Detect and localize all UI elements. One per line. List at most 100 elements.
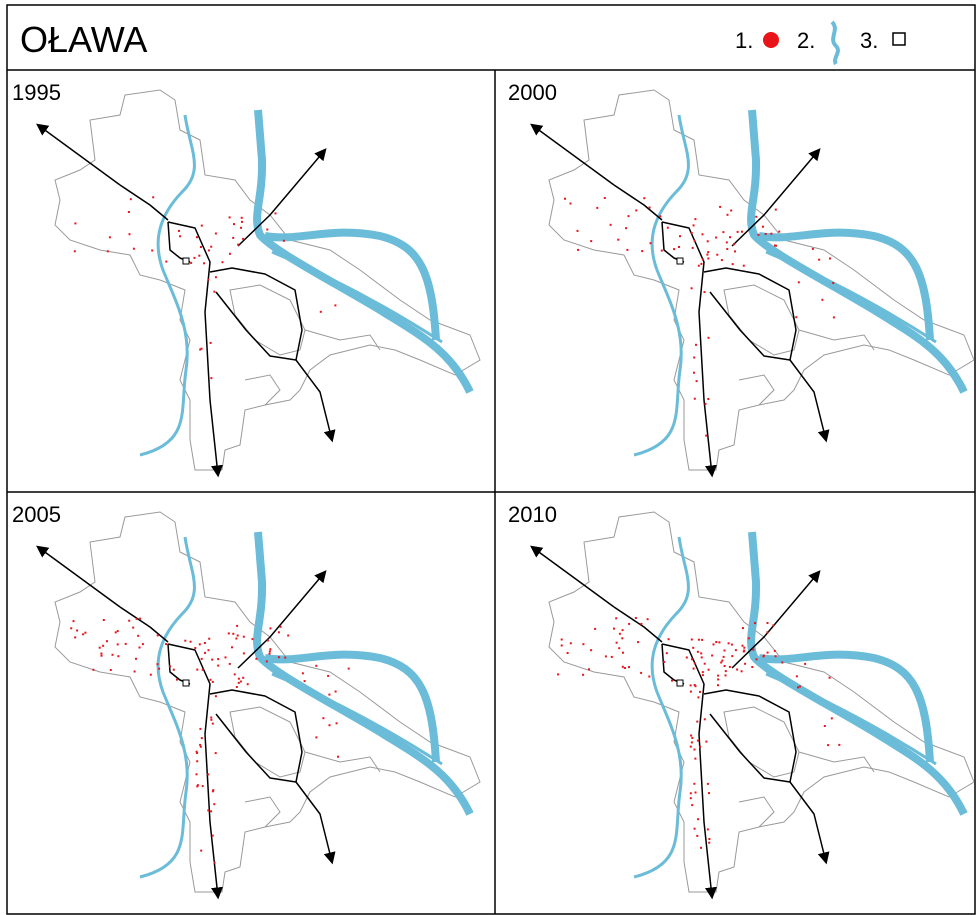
point [111, 653, 114, 656]
point [742, 627, 744, 630]
point [699, 745, 701, 748]
point [141, 643, 144, 646]
point [720, 259, 723, 262]
point [665, 652, 668, 655]
point [151, 249, 154, 252]
point [754, 622, 756, 625]
point [282, 239, 285, 242]
point [741, 230, 743, 233]
point [268, 652, 271, 655]
point [667, 638, 670, 641]
point [707, 336, 710, 339]
point [706, 240, 709, 243]
point [178, 229, 180, 232]
panel-year: 2010 [508, 502, 557, 527]
point [697, 264, 700, 267]
point [628, 622, 631, 625]
point [577, 248, 580, 251]
point [228, 216, 231, 219]
point [189, 640, 192, 643]
point [213, 290, 216, 293]
point [199, 727, 202, 730]
point [625, 227, 628, 230]
point [663, 660, 666, 663]
point [128, 233, 131, 236]
point [725, 241, 728, 244]
point [695, 343, 697, 346]
point [193, 256, 196, 259]
point [621, 629, 624, 632]
point [700, 846, 702, 849]
point [832, 282, 835, 284]
point [722, 655, 725, 658]
point [798, 685, 801, 688]
point [266, 639, 269, 642]
point [741, 644, 744, 647]
point [221, 261, 224, 264]
point [200, 347, 203, 350]
point [693, 662, 696, 665]
point [648, 675, 651, 678]
point [726, 248, 729, 250]
point [116, 630, 119, 633]
point [233, 673, 236, 676]
point [695, 380, 698, 383]
point [744, 662, 747, 665]
point [242, 635, 245, 638]
point [109, 669, 112, 671]
point [697, 818, 700, 821]
point [232, 632, 235, 635]
point [731, 263, 734, 266]
point [195, 750, 198, 753]
point [751, 666, 754, 668]
point [582, 643, 585, 646]
point [691, 246, 694, 249]
point [679, 235, 681, 238]
point [211, 658, 214, 661]
point [774, 655, 777, 658]
point [693, 239, 696, 242]
point [694, 757, 697, 760]
point [287, 634, 290, 637]
map-panel: 2000 [508, 80, 974, 475]
point [712, 643, 715, 646]
point [730, 209, 733, 212]
point [716, 253, 719, 256]
point [691, 736, 694, 739]
point [73, 250, 76, 253]
frame [6, 4, 976, 915]
point [251, 638, 254, 641]
point [617, 238, 620, 241]
point [569, 202, 572, 205]
point [718, 641, 721, 644]
point [72, 620, 75, 623]
point [762, 225, 764, 228]
point [233, 223, 235, 226]
point [721, 659, 724, 662]
point [199, 745, 202, 748]
point [724, 674, 727, 677]
point [697, 696, 700, 699]
point [821, 298, 824, 301]
point [179, 235, 182, 238]
point [255, 657, 258, 660]
point [590, 649, 593, 652]
legend-dot-icon [763, 32, 779, 48]
point [811, 247, 814, 250]
point [618, 632, 621, 635]
point [627, 215, 630, 218]
point [797, 686, 799, 689]
point [828, 676, 831, 679]
point [196, 785, 199, 788]
point [139, 617, 142, 620]
point [764, 233, 767, 235]
point [211, 722, 214, 725]
point [697, 638, 700, 641]
point [207, 773, 210, 776]
point [719, 205, 722, 208]
point [715, 236, 718, 239]
point [211, 680, 214, 683]
point [195, 773, 198, 776]
point [237, 243, 240, 246]
point [766, 631, 769, 634]
